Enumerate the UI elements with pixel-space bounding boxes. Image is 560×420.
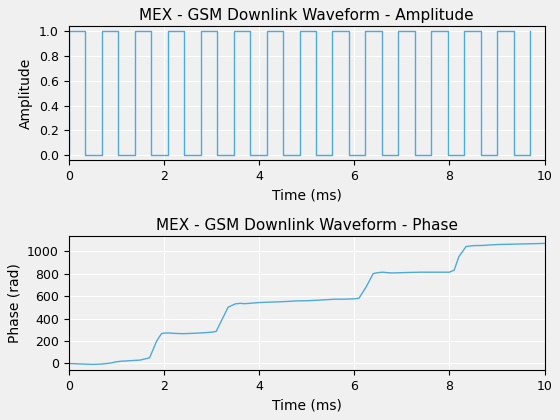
X-axis label: Time (ms): Time (ms) <box>272 189 342 202</box>
X-axis label: Time (ms): Time (ms) <box>272 399 342 412</box>
Y-axis label: Phase (rad): Phase (rad) <box>7 263 21 343</box>
Title: MEX - GSM Downlink Waveform - Phase: MEX - GSM Downlink Waveform - Phase <box>156 218 458 233</box>
Y-axis label: Amplitude: Amplitude <box>20 58 34 129</box>
Title: MEX - GSM Downlink Waveform - Amplitude: MEX - GSM Downlink Waveform - Amplitude <box>139 8 474 23</box>
